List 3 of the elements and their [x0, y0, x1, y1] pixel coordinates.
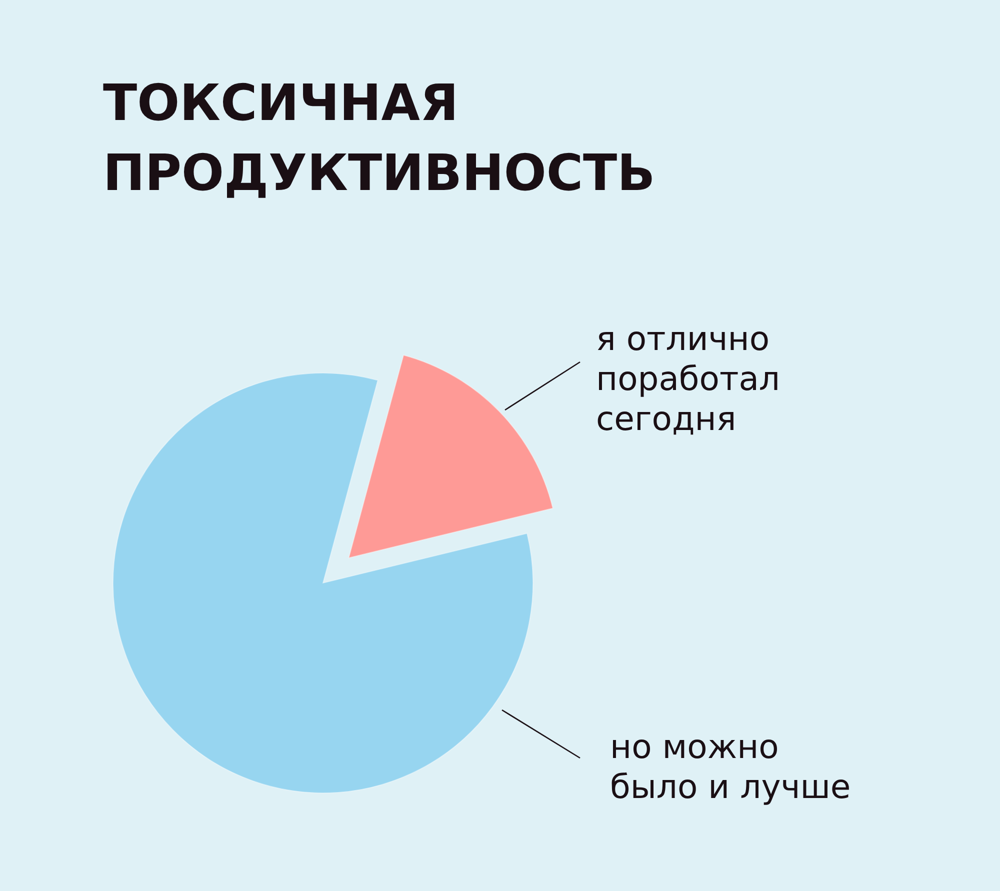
slice-label: я отлично поработал сегодня: [596, 319, 780, 438]
chart-title: ТОКСИЧНАЯ ПРОДУКТИВНОСТЬ: [103, 74, 656, 202]
slice-label: но можно было и лучше: [610, 727, 851, 806]
